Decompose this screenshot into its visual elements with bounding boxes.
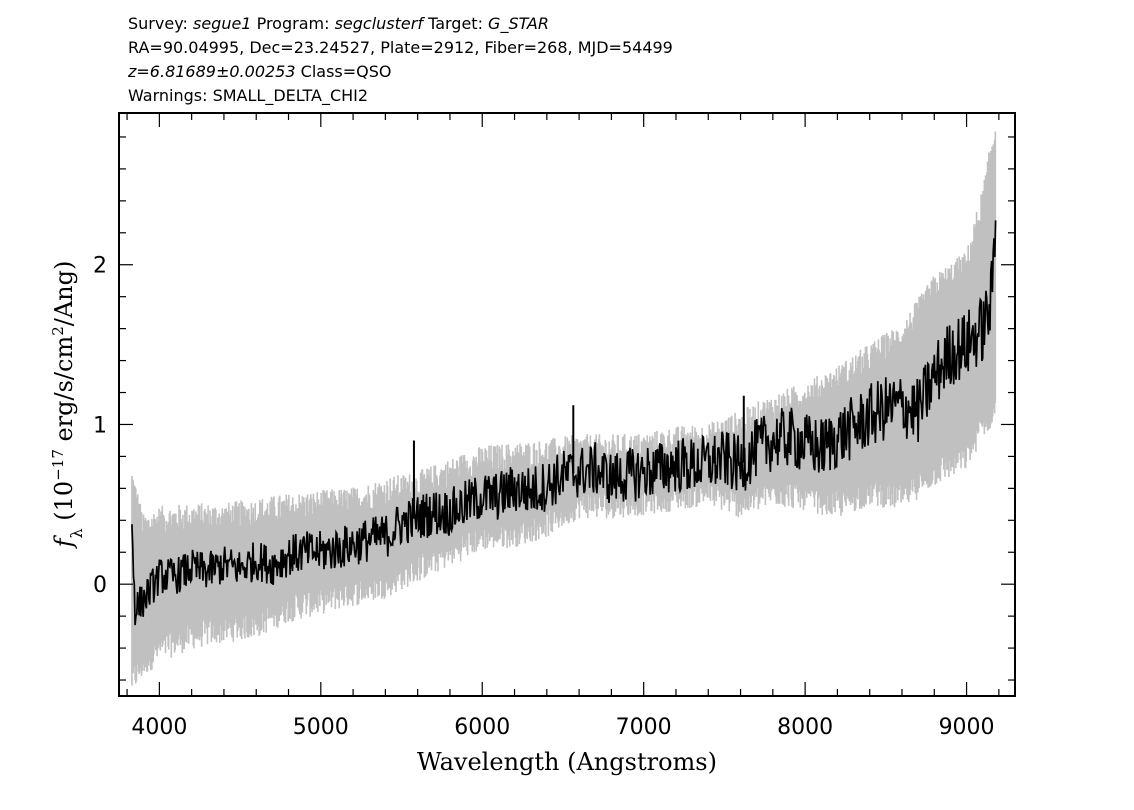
x-tick-label: 8000 [777,715,833,740]
header-line-3: z=6.81689±0.00253 Class=QSO [128,62,391,82]
class-value: Class=QSO [300,62,392,81]
warnings-line: Warnings: SMALL_DELTA_CHI2 [128,86,369,105]
x-tick-label: 7000 [616,715,672,740]
header-line-1: Survey: segue1 Program: segclusterf Targ… [128,14,549,34]
y-tick-label: 2 [93,254,107,279]
plot-frame [118,112,1016,697]
x-axis-label: Wavelength (Angstroms) [417,748,717,776]
x-tick-label: 5000 [293,715,349,740]
y-tick-label: 1 [93,413,107,438]
flux-line [131,220,997,626]
survey-label: Survey: [128,14,188,33]
header-line-2: RA=90.04995, Dec=23.24527, Plate=2912, F… [128,38,673,57]
x-tick-label: 9000 [939,715,995,740]
program-label: Program: [256,14,330,33]
y-tick-label: 0 [93,573,107,598]
survey-value: segue1 [192,14,252,33]
x-tick-label: 6000 [454,715,510,740]
axis-ticks: 4000 5000 6000 7000 8000 9000 0 1 2 [93,113,1015,740]
program-value: segclusterf [334,14,423,33]
x-tick-label: 4000 [131,715,187,740]
target-label: Target: [428,14,483,33]
y-axis-label: fλ (10−17 erg/s/cm2/Ang) [49,261,86,550]
flux-layer [131,220,997,626]
redshift-value: z=6.81689±0.00253 [128,62,296,81]
target-value: G_STAR [488,14,549,33]
